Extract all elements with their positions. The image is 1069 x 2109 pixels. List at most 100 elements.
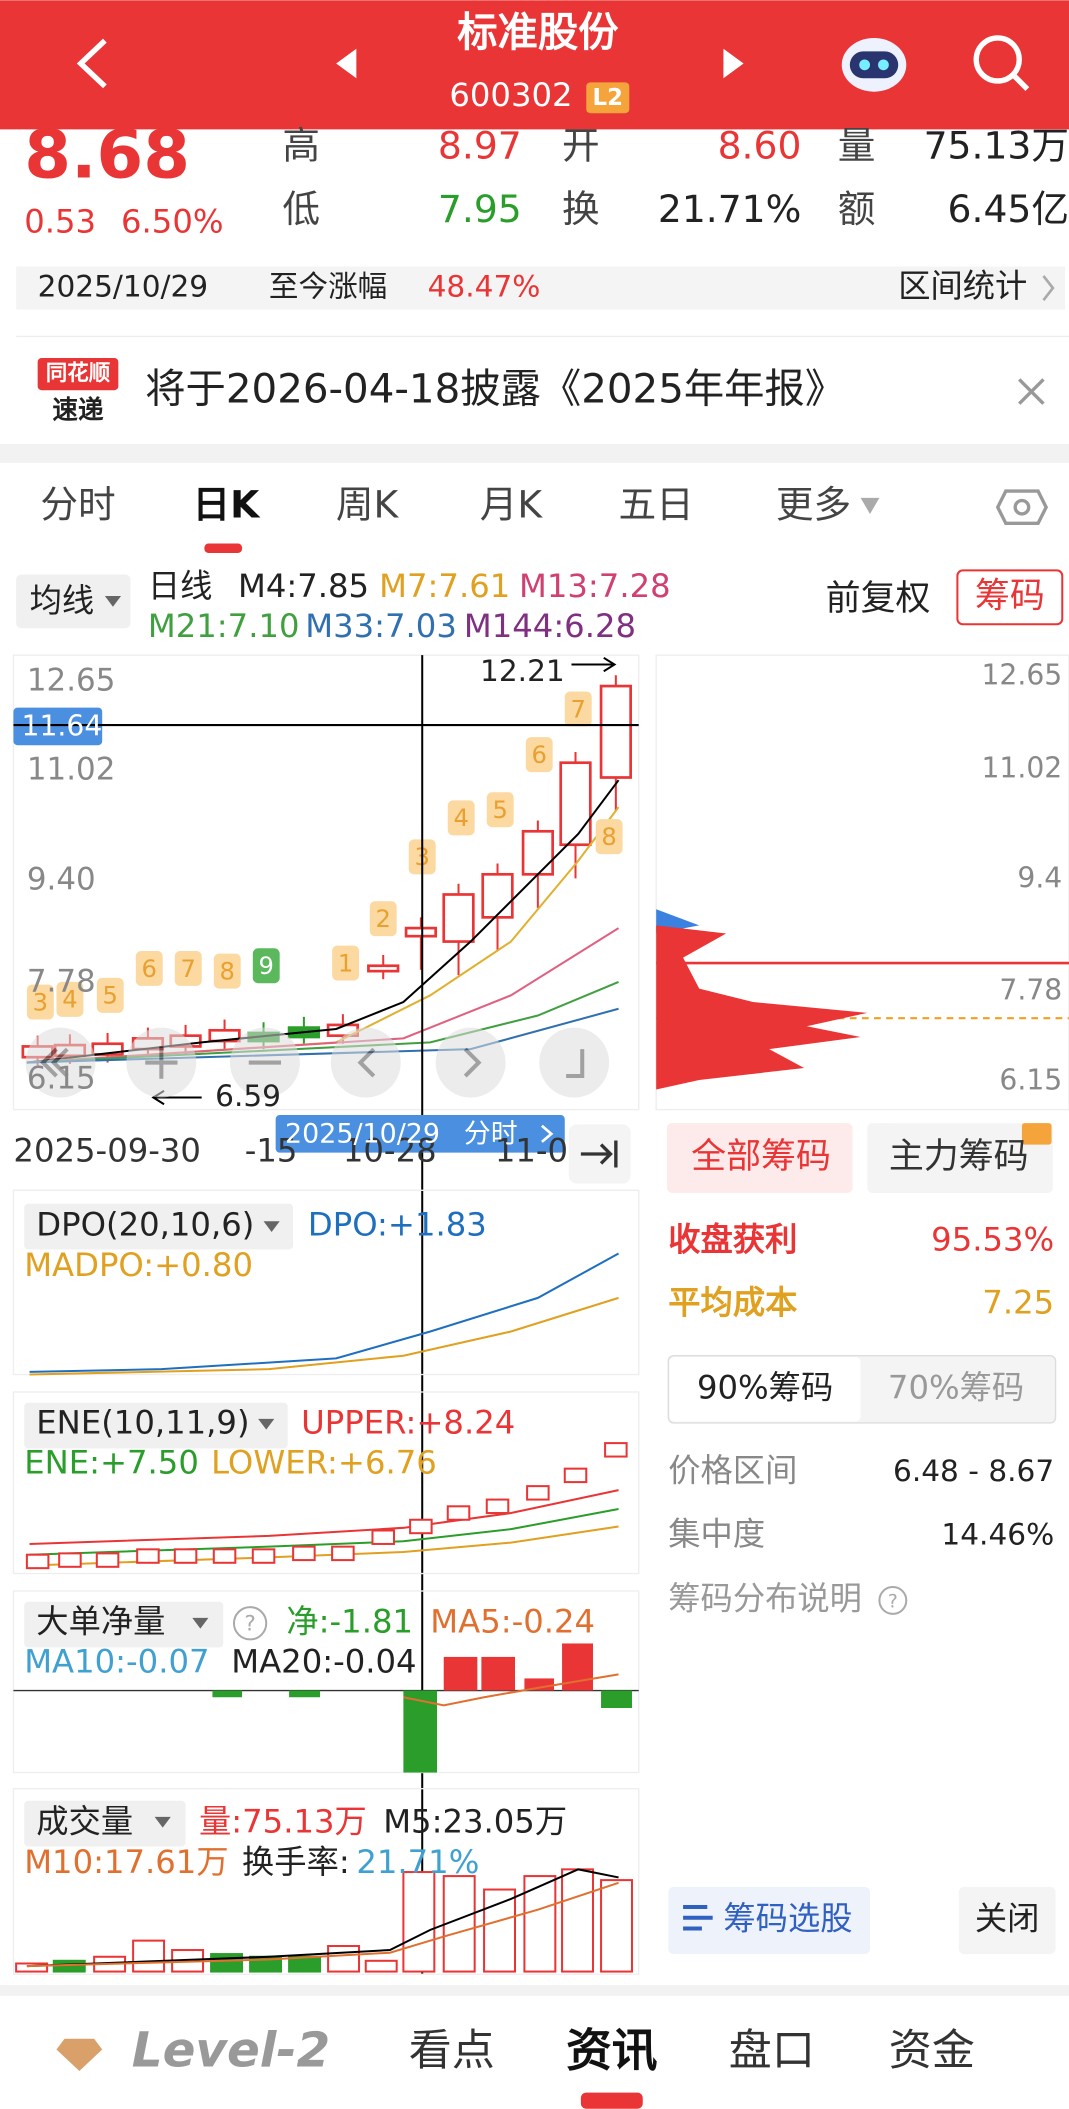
- volume-bar: [483, 1888, 517, 1973]
- selector-bg[interactable]: [16, 574, 131, 629]
- streak-badge: 7: [571, 695, 586, 723]
- chip-tab[interactable]: 全部筹码: [691, 1137, 831, 1177]
- ene-candle: [563, 1467, 588, 1484]
- range-bar: [16, 266, 1065, 310]
- indicator-label: 换手率:: [242, 1843, 350, 1881]
- help-icon[interactable]: [878, 1585, 908, 1615]
- tooltip-label: 分时: [464, 1119, 518, 1150]
- streak-badge-bg: [486, 792, 514, 828]
- nav-item[interactable]: 资讯: [566, 2024, 657, 2077]
- tab-underline: [204, 543, 243, 553]
- dropdown: [154, 1221, 280, 1828]
- help-link[interactable]: 筹码分布说明: [668, 1579, 862, 1617]
- indicator-value: DPO:+1.83: [308, 1206, 487, 1244]
- nav-item[interactable]: 看点: [409, 2026, 495, 2076]
- stock-code: 600302: [449, 76, 572, 114]
- prev-stock[interactable]: [336, 48, 357, 79]
- chart-controls[interactable]: [25, 1027, 610, 1098]
- texts: 标准股份 600302 L2 8.68 0.53 6.50% 高 8.97 开 8.60 量 75.1…: [13, 9, 1069, 2078]
- value: 75.13万: [924, 124, 1069, 168]
- logo: 同花顺: [46, 360, 111, 386]
- streak-badge: 8: [220, 957, 235, 985]
- order-bar: [212, 1690, 243, 1698]
- chips-button[interactable]: [956, 569, 1064, 626]
- chip-tab-bg[interactable]: [666, 1123, 853, 1193]
- value: 14.46%: [941, 1517, 1054, 1551]
- indicator-selectors[interactable]: [24, 1203, 294, 1847]
- volume-bar: [327, 1944, 361, 1973]
- chip-tab-bg[interactable]: [867, 1123, 1053, 1193]
- tab[interactable]: 分时: [40, 483, 115, 527]
- streak-badge-bg: [525, 737, 553, 773]
- stats-link[interactable]: 区间统计: [898, 267, 1027, 305]
- volume-bar: [561, 1868, 595, 1973]
- label: 换: [562, 187, 600, 231]
- select-button[interactable]: [668, 1886, 870, 1955]
- nav-underline: [580, 2092, 643, 2109]
- nav-item[interactable]: 盘口: [729, 2026, 815, 2076]
- close-button[interactable]: [958, 1886, 1056, 1955]
- pct-tab[interactable]: 70%筹码: [888, 1368, 1024, 1406]
- search-icon[interactable]: [973, 35, 1030, 91]
- candle: [481, 872, 514, 919]
- tab[interactable]: 日K: [192, 483, 261, 527]
- y-tick-label: 9.40: [27, 862, 96, 898]
- value: 8.97: [438, 124, 522, 168]
- value: 7.25: [982, 1284, 1054, 1322]
- indicator-name: 大单净量: [36, 1602, 165, 1640]
- help-icon[interactable]: [232, 1606, 268, 1641]
- value: 6.48 - 8.67: [893, 1454, 1054, 1488]
- next-stock[interactable]: [723, 48, 744, 79]
- chip-tab[interactable]: 主力筹码: [889, 1137, 1029, 1177]
- tab[interactable]: 周K: [336, 483, 400, 527]
- ma-line: [26, 980, 619, 1064]
- tab[interactable]: 五日: [619, 483, 694, 527]
- madpo-line: [29, 1296, 619, 1376]
- help-icon-glyph: ?: [888, 1591, 898, 1612]
- date: 2025/10/29: [38, 270, 208, 304]
- ene-candle: [25, 1553, 50, 1570]
- selector: 均线: [30, 582, 95, 620]
- high-arrow: [571, 656, 617, 673]
- assistant-icon[interactable]: [841, 37, 907, 92]
- chips-frame: [655, 654, 1069, 1111]
- tab[interactable]: 月K: [480, 483, 544, 527]
- streak-badge: 7: [181, 955, 196, 983]
- indicator-value: MA5:-0.24: [430, 1602, 595, 1640]
- indicator-value: M10:17.61万: [24, 1843, 228, 1881]
- streak-badge-bg: [174, 950, 202, 986]
- streak-badge: 3: [33, 988, 48, 1016]
- tooltip-bg[interactable]: [275, 1115, 565, 1153]
- streak-badge: 6: [142, 955, 157, 983]
- volume-bar: [600, 1879, 633, 1973]
- order-bar: [403, 1690, 438, 1773]
- help-icon-glyph: ?: [244, 1612, 255, 1637]
- streak-badge: 9: [259, 952, 274, 980]
- label: 收盘获利: [668, 1220, 797, 1258]
- nav-item[interactable]: 资金: [889, 2026, 975, 2076]
- date-label: -15: [245, 1132, 298, 1170]
- label: 量: [838, 124, 876, 168]
- date-label: 2025-09-30: [13, 1132, 201, 1170]
- back-button[interactable]: [76, 38, 107, 89]
- value: 48.47%: [428, 270, 541, 304]
- order-bar: [601, 1690, 632, 1709]
- streak-badge-bg: [135, 950, 163, 986]
- banner-text: 将于2026-04-18披露《2025年年报》: [145, 366, 845, 413]
- streak-badge: 4: [454, 804, 469, 832]
- settings-icon[interactable]: [995, 489, 1049, 526]
- change-pct: 6.50%: [121, 203, 224, 241]
- pct-tab-active[interactable]: [669, 1357, 861, 1422]
- pct-tab[interactable]: 90%筹码: [697, 1368, 833, 1406]
- volume-bar: [364, 1959, 398, 1973]
- close-banner[interactable]: [1018, 378, 1045, 405]
- streak-badge-bg: [369, 901, 397, 937]
- tab[interactable]: 更多: [776, 483, 851, 527]
- label: 集中度: [668, 1515, 765, 1553]
- fullscreen-button[interactable]: [568, 1124, 631, 1184]
- indicator-value: 净:-1.81: [286, 1602, 413, 1640]
- nav-item[interactable]: Level-2: [132, 2023, 330, 2079]
- ene-candle: [371, 1529, 395, 1545]
